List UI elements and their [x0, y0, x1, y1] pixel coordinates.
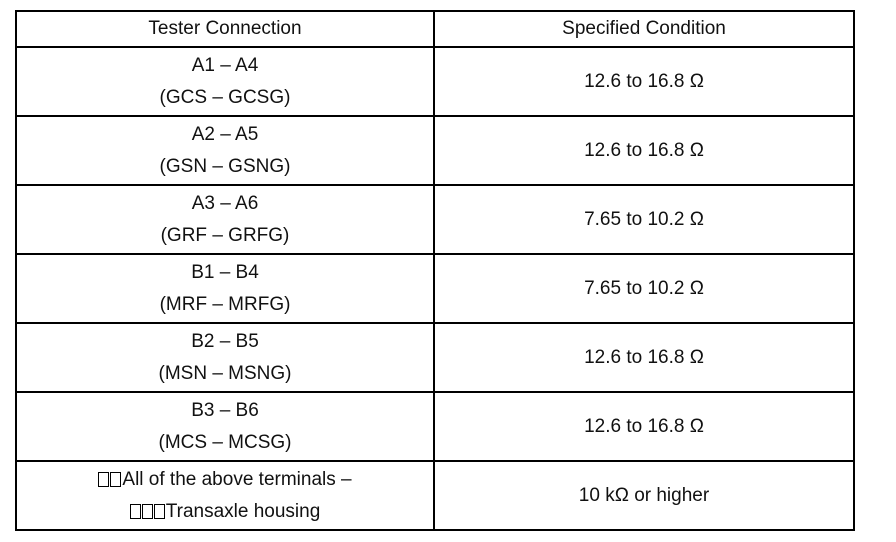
row: A2 – A5 (GSN – GSNG) 12.6 to 16.8 Ω	[15, 115, 855, 186]
signals: (MCS – MCSG)	[158, 431, 292, 453]
condition-cell: 10 kΩ or higher	[433, 460, 855, 531]
glyph-box	[141, 503, 153, 519]
condition-cell: 12.6 to 16.8 Ω	[433, 115, 855, 186]
connection-cell: B3 – B6 (MCS – MCSG)	[15, 391, 435, 462]
connection-cell: A3 – A6 (GRF – GRFG)	[15, 184, 435, 255]
terminals: B2 – B5	[191, 330, 259, 352]
connection-cell: A2 – A5 (GSN – GSNG)	[15, 115, 435, 186]
row: A3 – A6 (GRF – GRFG) 7.65 to 10.2 Ω	[15, 184, 855, 255]
terminals: A3 – A6	[191, 192, 259, 214]
signals: (GSN – GSNG)	[159, 155, 291, 177]
terminals-line: All of the above terminals –	[17, 464, 433, 496]
glyph-box	[98, 471, 110, 487]
resistance-table: Tester Connection Specified Condition A1…	[15, 10, 855, 531]
condition-cell: 7.65 to 10.2 Ω	[433, 253, 855, 324]
condition-cell: 12.6 to 16.8 Ω	[433, 322, 855, 393]
glyph-box	[129, 503, 141, 519]
terminals: All of the above terminals –	[122, 468, 352, 490]
row: B2 – B5 (MSN – MSNG) 12.6 to 16.8 Ω	[15, 322, 855, 393]
header-row: Tester Connection Specified Condition	[15, 10, 855, 48]
condition-cell: 7.65 to 10.2 Ω	[433, 184, 855, 255]
connection-cell: B2 – B5 (MSN – MSNG)	[15, 322, 435, 393]
row: B3 – B6 (MCS – MCSG) 12.6 to 16.8 Ω	[15, 391, 855, 462]
signals: (MRF – MRFG)	[159, 293, 291, 315]
row: B1 – B4 (MRF – MRFG) 7.65 to 10.2 Ω	[15, 253, 855, 324]
header-cell: Specified Condition	[433, 10, 855, 48]
terminals: B3 – B6	[191, 399, 259, 421]
housing-line: Transaxle housing	[17, 496, 433, 528]
header-cell: Tester Connection	[15, 10, 435, 48]
terminals: A2 – A5	[191, 123, 259, 145]
signals: (GRF – GRFG)	[160, 224, 290, 246]
terminals: B1 – B4	[191, 261, 259, 283]
condition-cell: 12.6 to 16.8 Ω	[433, 391, 855, 462]
row: A1 – A4 (GCS – GCSG) 12.6 to 16.8 Ω	[15, 46, 855, 117]
signals: (GCS – GCSG)	[159, 86, 291, 108]
glyph-box	[153, 503, 165, 519]
terminals: A1 – A4	[191, 54, 259, 76]
signals: (MSN – MSNG)	[158, 362, 292, 384]
condition-cell: 12.6 to 16.8 Ω	[433, 46, 855, 117]
connection-cell: B1 – B4 (MRF – MRFG)	[15, 253, 435, 324]
connection-cell: A1 – A4 (GCS – GCSG)	[15, 46, 435, 117]
connection-cell: All of the above terminals – Transaxle ho…	[15, 460, 435, 531]
glyph-box	[110, 471, 122, 487]
row: All of the above terminals – Transaxle ho…	[15, 460, 855, 531]
housing: Transaxle housing	[165, 500, 321, 522]
